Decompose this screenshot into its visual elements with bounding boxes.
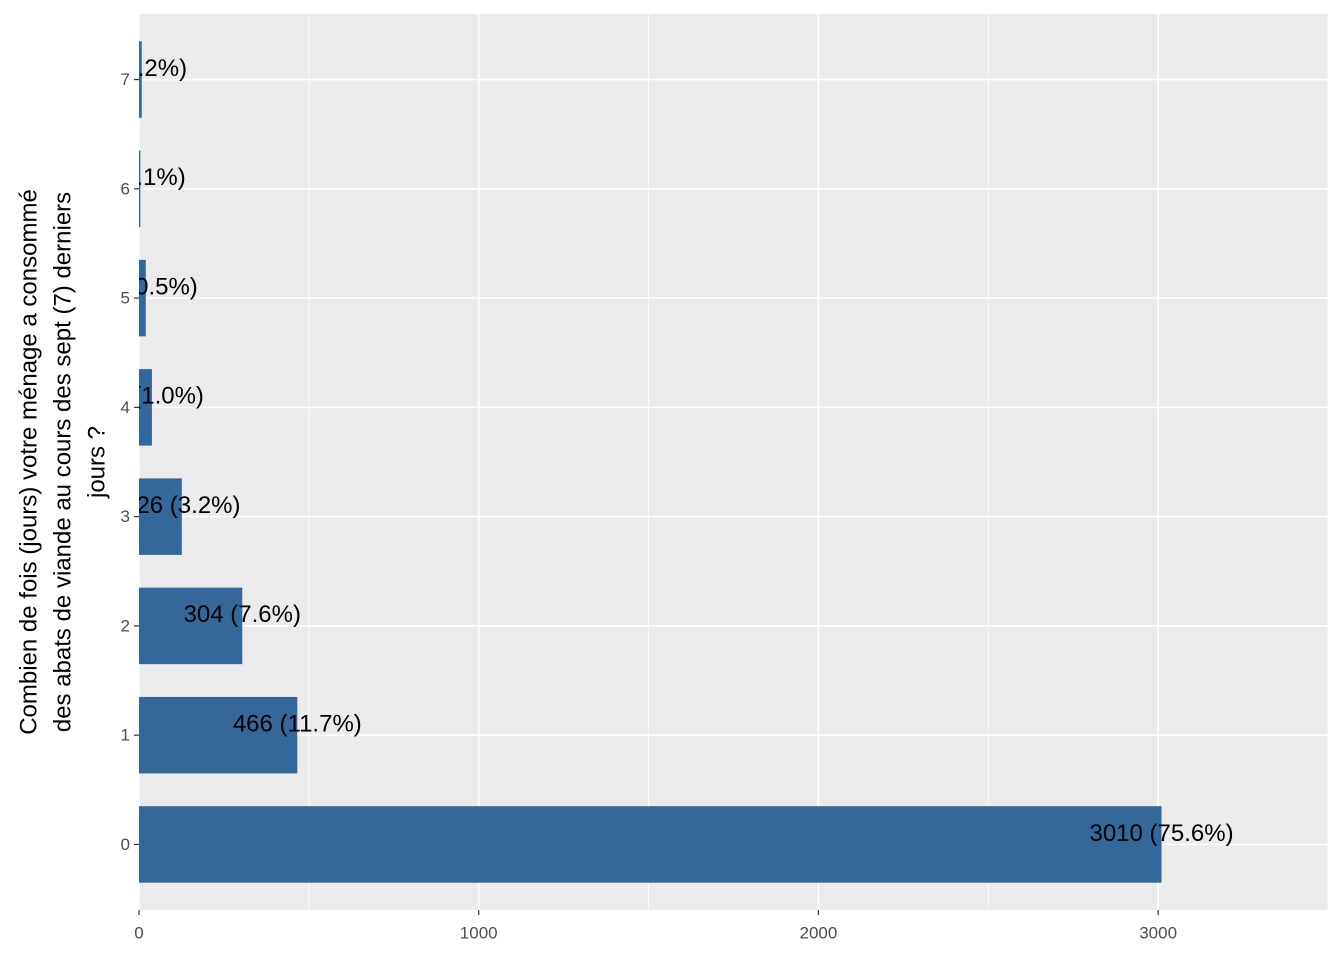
x-tick-label: 2000 (800, 923, 838, 942)
y-tick-label: 5 (121, 289, 130, 308)
value-label: 3010 (75.6%) (1089, 820, 1233, 847)
x-tick-label: 3000 (1139, 923, 1177, 942)
bar (139, 696, 298, 774)
value-label: 8 (0.2%) (96, 55, 187, 82)
y-tick-label: 7 (121, 70, 130, 89)
value-label: 20 (0.5%) (94, 273, 198, 300)
bar (139, 259, 146, 337)
y-tick-label: 4 (121, 398, 130, 417)
y-tick-label: 2 (121, 616, 130, 635)
y-tick-label: 3 (121, 507, 130, 526)
bar (139, 587, 243, 665)
x-tick-label: 1000 (460, 923, 498, 942)
value-label: 4 (0.1%) (95, 164, 186, 191)
value-label: 304 (7.6%) (184, 601, 301, 628)
value-label: 126 (3.2%) (123, 492, 240, 519)
bar (139, 806, 1162, 883)
y-tick-label: 1 (121, 726, 130, 745)
panel (139, 14, 1328, 910)
bar (139, 150, 141, 228)
y-tick-label: 6 (121, 179, 130, 198)
bar (139, 369, 152, 446)
value-label: 466 (11.7%) (233, 711, 362, 738)
y-axis-title: des abats de viande au cours des sept (7… (49, 192, 76, 732)
bar (139, 478, 182, 555)
y-axis-title: Combien de fois (jours) votre ménage a c… (15, 189, 42, 735)
value-label: 38 (1.0%) (100, 383, 204, 410)
y-tick-label: 0 (121, 835, 130, 854)
bar (139, 41, 142, 118)
y-axis-title: jours ? (83, 426, 110, 499)
x-tick-label: 0 (134, 923, 143, 942)
